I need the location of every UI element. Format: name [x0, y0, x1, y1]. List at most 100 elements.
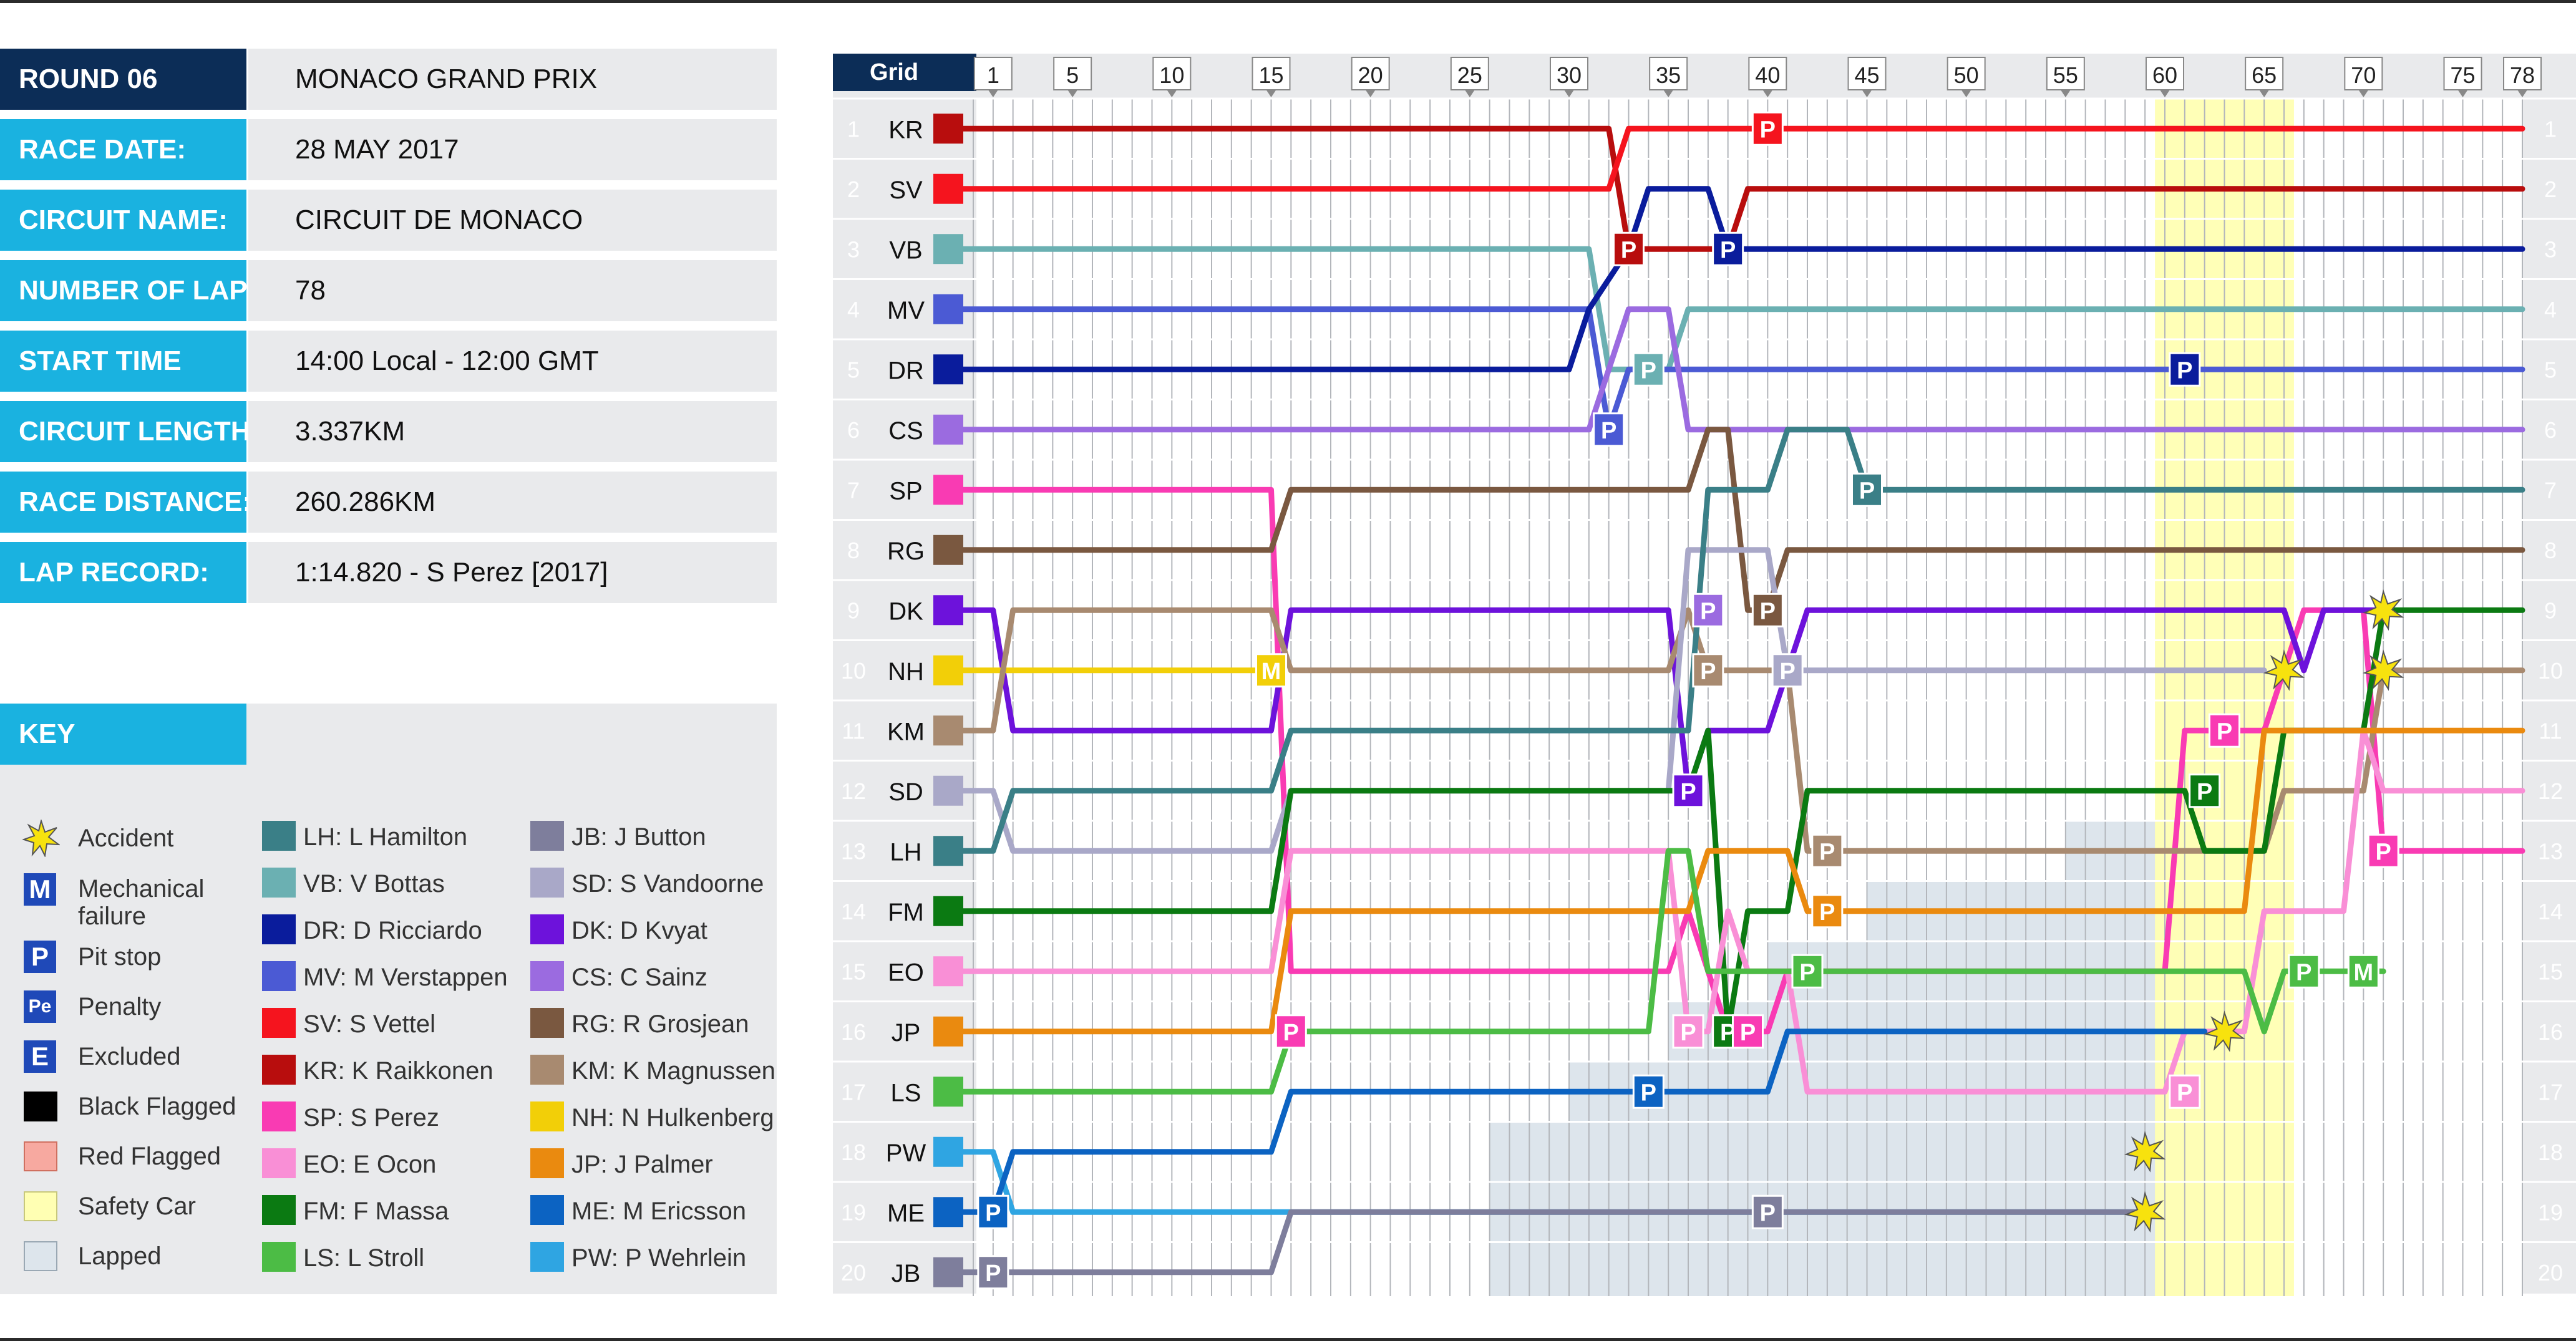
pit-stop-marker-eo	[2169, 1074, 2201, 1109]
lap-tick-label: 20	[1358, 62, 1383, 88]
pit-stop-marker-ls	[2288, 954, 2320, 989]
mechanical-marker-nh	[1255, 653, 1287, 688]
key-title: KEY	[0, 704, 246, 765]
pit-stop-label: P	[1700, 598, 1716, 624]
position-label-left: 4	[847, 297, 860, 322]
info-row-circuit-name: CIRCUIT NAME: CIRCUIT DE MONACO	[0, 190, 777, 251]
grid-driver-code: SV	[889, 177, 923, 204]
pit-stop-icon: P	[24, 941, 56, 973]
legend-label-sv: SV: S Vettel	[303, 1010, 435, 1038]
lap-tick-box	[1748, 57, 1787, 90]
pit-stop-marker-sp	[1275, 1014, 1307, 1049]
grid-driver-code: DK	[888, 598, 923, 625]
grid-driver-code: KR	[888, 116, 923, 143]
lap-tick-pointer	[2259, 90, 2270, 97]
lap-tick-box	[1252, 57, 1291, 90]
grid-driver-swatch	[933, 535, 963, 565]
lap-tick-pointer	[1067, 90, 1078, 97]
pit-stop-label: P	[1799, 959, 1815, 985]
pit-stop-marker-km	[1811, 833, 1844, 868]
info-label: CIRCUIT LENGTH:	[0, 401, 260, 462]
grid-driver-code: PW	[886, 1140, 926, 1167]
pit-stop-marker-sp	[1732, 1014, 1764, 1049]
info-label: LAP RECORD:	[0, 542, 246, 603]
legend-label-ls: LS: L Stroll	[303, 1244, 425, 1272]
lap-tick-pointer	[1365, 90, 1376, 97]
key-label-pit-stop: Pit stop	[78, 943, 162, 971]
lap-tick-label: 75	[2450, 62, 2475, 88]
lap-tick-box	[1847, 57, 1887, 90]
mechanical-label: M	[1261, 659, 1281, 685]
lap-tick-pointer	[2060, 90, 2071, 97]
pit-stop-marker-ls	[1791, 954, 1824, 989]
legend-swatch-sv	[262, 1008, 296, 1038]
lap-tick-pointer	[1464, 90, 1475, 97]
legend-swatch-pw	[530, 1242, 564, 1272]
position-label-right: 12	[2538, 778, 2563, 804]
lap-tick-label: 5	[1066, 62, 1079, 88]
position-label-left: 12	[841, 778, 866, 804]
legend-label-pw: PW: P Wehrlein	[571, 1244, 747, 1272]
position-label-left: 14	[841, 899, 866, 924]
legend-label-jp: JP: J Palmer	[571, 1151, 713, 1178]
grid-driver-swatch	[933, 715, 963, 746]
legend-label-cs: CS: C Sainz	[571, 964, 707, 991]
grid-driver-swatch	[933, 1257, 963, 1287]
legend-swatch-sp	[262, 1101, 296, 1131]
lap-tick-label: 30	[1557, 62, 1582, 88]
info-row-start-time: START TIME 14:00 Local - 12:00 GMT	[0, 331, 777, 392]
lap-tick-label: 70	[2351, 62, 2376, 88]
legend-swatch-eo	[262, 1148, 296, 1178]
grid-driver-code: JP	[892, 1019, 921, 1047]
pit-stop-marker-vb	[1632, 352, 1665, 387]
legend-swatch-vb	[262, 868, 296, 898]
position-label-left: 19	[841, 1199, 866, 1225]
legend-swatch-sd	[530, 868, 564, 898]
position-label-right: 17	[2538, 1079, 2563, 1105]
key-label-mechanical: Mechanical	[78, 875, 205, 903]
pit-stop-marker-km	[1692, 653, 1724, 688]
driver-line-jp	[960, 727, 2525, 1035]
grid-driver-swatch	[933, 1016, 963, 1047]
pit-stop-label: P	[2197, 779, 2212, 805]
pit-stop-label: P	[2375, 839, 2391, 865]
legend-label-me: ME: M Ericsson	[571, 1198, 747, 1225]
position-label-right: 14	[2538, 899, 2563, 924]
position-label-right: 5	[2544, 357, 2557, 382]
driver-line-kr	[960, 125, 2525, 252]
grid-driver-swatch	[933, 294, 963, 324]
pit-stop-label: P	[1760, 598, 1776, 624]
pit-stop-marker-dr	[2169, 352, 2201, 387]
grid-driver-code: KM	[887, 718, 925, 745]
lap-tick-box	[2046, 57, 2085, 90]
position-label-right: 11	[2539, 718, 2562, 743]
position-label-left: 16	[841, 1019, 866, 1045]
pit-stop-label: P	[985, 1200, 1001, 1226]
grid-driver-swatch	[933, 234, 963, 264]
key-label-accident: Accident	[78, 825, 174, 852]
lap-tick-box	[2344, 57, 2383, 90]
position-label-right: 18	[2538, 1140, 2563, 1165]
lap-tick-box	[2503, 57, 2542, 90]
key-label-excluded: Excluded	[78, 1043, 181, 1070]
lap-tick-pointer	[988, 90, 998, 97]
position-label-left: 18	[841, 1140, 866, 1165]
grid-header-bg	[833, 54, 976, 91]
red-flag-swatch	[24, 1141, 57, 1171]
grid-driver-code: LS	[891, 1079, 921, 1106]
grid-driver-swatch	[933, 956, 963, 987]
pit-stop-label: P	[1779, 659, 1795, 685]
driver-line-rg	[960, 427, 2525, 613]
position-label-right: 1	[2544, 116, 2557, 142]
driver-line-ls	[960, 848, 2386, 1095]
lap-tick-pointer	[1862, 90, 1872, 97]
penalty-icon: Pe	[24, 990, 56, 1023]
pit-stop-label: P	[1283, 1020, 1299, 1046]
grid-driver-swatch	[933, 595, 963, 626]
mechanical-marker-ls	[2347, 954, 2379, 989]
grid-driver-swatch	[933, 655, 963, 685]
pit-stop-marker-me	[1632, 1074, 1665, 1109]
position-label-right: 8	[2544, 538, 2557, 563]
grid-driver-swatch	[933, 1136, 963, 1167]
grid-driver-swatch	[933, 114, 963, 144]
